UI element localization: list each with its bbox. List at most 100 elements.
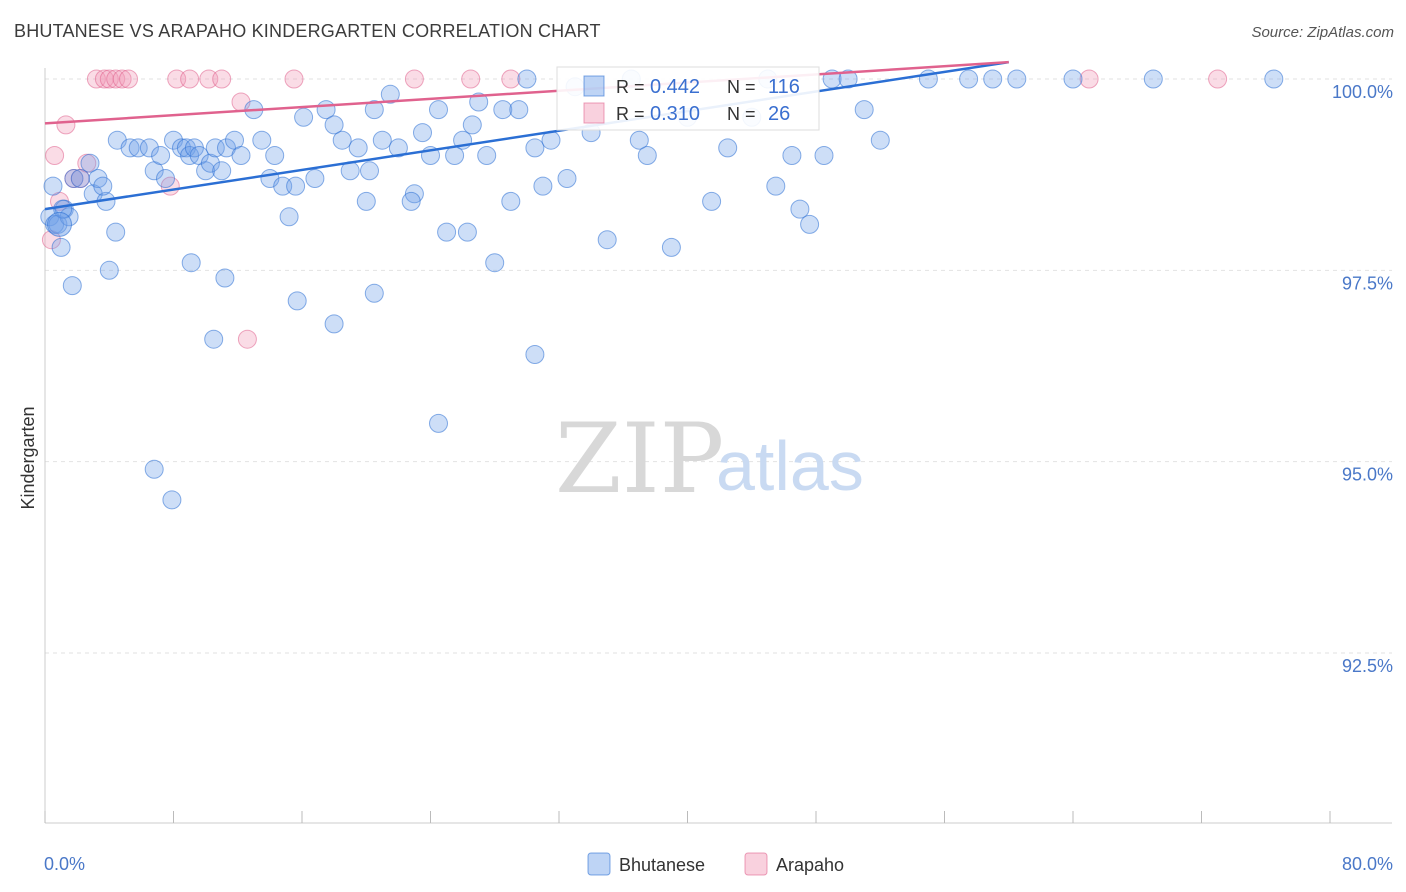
bhutanese-point bbox=[51, 237, 71, 257]
arapaho-point bbox=[212, 69, 232, 89]
bhutanese-point bbox=[279, 207, 299, 227]
bhutanese-point bbox=[356, 191, 376, 211]
bhutanese-point bbox=[457, 222, 477, 242]
bhutanese-point bbox=[324, 314, 344, 334]
bhutanese-point bbox=[782, 146, 802, 165]
bhutanese-point bbox=[265, 146, 285, 165]
bhutanese-point bbox=[525, 345, 545, 364]
arapaho-point bbox=[56, 115, 76, 135]
arapaho-point bbox=[237, 329, 257, 349]
stats-legend-box bbox=[556, 66, 820, 131]
arapaho-point bbox=[1208, 69, 1228, 89]
arapaho-point bbox=[180, 69, 200, 89]
bhutanese-point bbox=[332, 130, 352, 150]
bhutanese-point bbox=[62, 276, 82, 296]
bhutanese-point bbox=[200, 153, 220, 173]
bhutanese-point bbox=[215, 268, 235, 288]
bhutanese-point bbox=[1063, 69, 1083, 89]
arapaho-point bbox=[1079, 69, 1099, 89]
bhutanese-point bbox=[380, 84, 400, 104]
bhutanese-point bbox=[162, 490, 182, 510]
stats-n-value: 26 bbox=[768, 103, 790, 125]
y-tick-label: 95.0% bbox=[1342, 465, 1393, 485]
bhutanese-point bbox=[533, 176, 553, 196]
bhutanese-point bbox=[661, 237, 681, 257]
bhutanese-point bbox=[413, 123, 432, 143]
grid-lines bbox=[45, 78, 1392, 654]
bhutanese-point bbox=[501, 191, 521, 211]
y-tick-label: 100.0% bbox=[1332, 82, 1393, 102]
bhutanese-point bbox=[70, 169, 90, 188]
bhutanese-point bbox=[702, 191, 722, 211]
arapaho-point bbox=[119, 69, 138, 89]
arapaho-point bbox=[199, 69, 219, 89]
bhutanese-point bbox=[838, 69, 858, 89]
bhutanese-point bbox=[324, 115, 344, 135]
bhutanese-point bbox=[597, 230, 617, 250]
y-tick-label: 97.5% bbox=[1342, 273, 1393, 293]
bhutanese-point bbox=[718, 138, 738, 158]
bhutanese-point bbox=[401, 191, 421, 211]
bhutanese-point bbox=[204, 329, 224, 349]
source-credit: Source: ZipAtlas.com bbox=[1251, 24, 1394, 41]
bhutanese-point bbox=[120, 138, 140, 158]
stats-swatch-arapaho bbox=[583, 102, 605, 124]
arapaho-point bbox=[461, 69, 481, 89]
bhutanese-point bbox=[437, 222, 457, 242]
bhutanese-point bbox=[477, 146, 497, 165]
bhutanese-point bbox=[294, 107, 314, 127]
arapaho-point bbox=[501, 69, 521, 89]
bhutanese-point bbox=[959, 69, 979, 89]
y-tick-labels: 100.0% 97.5% 95.0% 92.5% bbox=[1332, 82, 1393, 676]
bhutanese-point bbox=[99, 260, 119, 280]
stats-swatch-bhutanese bbox=[583, 75, 605, 97]
bhutanese-point bbox=[372, 130, 392, 150]
bhutanese-point bbox=[273, 176, 293, 196]
bhutanese-point bbox=[517, 69, 537, 89]
y-tick-label: 92.5% bbox=[1342, 656, 1393, 676]
arapaho-point bbox=[112, 69, 132, 89]
bhutanese-point bbox=[429, 413, 448, 433]
watermark-atlas: atlas bbox=[716, 427, 864, 505]
legend-label-arapaho: Arapaho bbox=[776, 855, 844, 875]
bhutanese-point bbox=[287, 291, 307, 311]
bhutanese-point bbox=[790, 199, 810, 219]
bhutanese-point bbox=[870, 130, 890, 150]
x-tick-label-min: 0.0% bbox=[44, 854, 85, 874]
stats-r-value: 0.310 bbox=[650, 103, 700, 125]
bhutanese-point bbox=[212, 161, 232, 181]
arapaho-trend-line bbox=[44, 60, 1009, 125]
arapaho-point bbox=[284, 69, 304, 89]
legend-swatch-arapaho bbox=[744, 852, 768, 876]
bhutanese-point bbox=[525, 138, 545, 158]
bhutanese-point bbox=[360, 161, 379, 181]
bhutanese-point bbox=[766, 176, 786, 196]
bhutanese-point bbox=[64, 169, 84, 188]
bhutanese-point bbox=[348, 138, 368, 158]
bhutanese-point bbox=[814, 146, 834, 165]
stats-r-label: R = bbox=[616, 77, 645, 97]
chart-title: BHUTANESE VS ARAPAHO KINDERGARTEN CORREL… bbox=[14, 21, 601, 41]
y-axis-title: Kindergarten bbox=[18, 406, 38, 509]
series-legend: Bhutanese Arapaho bbox=[587, 852, 844, 876]
watermark: ZIP atlas bbox=[555, 403, 864, 515]
bhutanese-point bbox=[128, 138, 148, 158]
stats-r-label: R = bbox=[616, 104, 645, 124]
bhutanese-point bbox=[172, 138, 191, 158]
bhutanese-trend-line bbox=[44, 60, 1009, 211]
stats-n-value: 116 bbox=[768, 76, 800, 98]
x-tick-labels: 0.0% 80.0% bbox=[44, 854, 1393, 874]
bhutanese-point bbox=[252, 130, 272, 150]
bhutanese-point bbox=[509, 100, 529, 120]
bhutanese-point bbox=[181, 253, 201, 273]
axes bbox=[44, 68, 1392, 824]
bhutanese-point bbox=[854, 100, 874, 120]
bhutanese-point bbox=[983, 69, 1003, 89]
bhutanese-point bbox=[43, 176, 63, 196]
arapaho-point bbox=[86, 69, 106, 89]
legend-swatch-bhutanese bbox=[587, 852, 611, 876]
bhutanese-point bbox=[469, 92, 489, 112]
bhutanese-point bbox=[1143, 69, 1163, 89]
bhutanese-point bbox=[151, 146, 171, 165]
